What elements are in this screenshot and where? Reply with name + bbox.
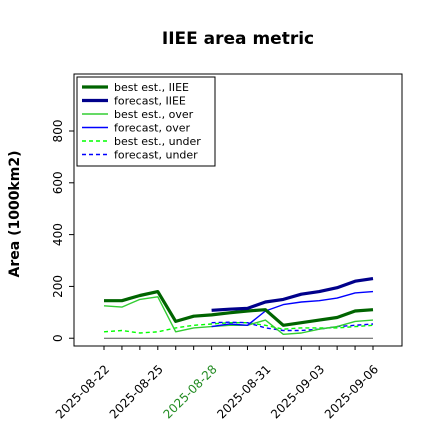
x-axis: 2025-08-222025-08-252025-08-282025-08-31…	[53, 346, 381, 421]
x-tick-label: 2025-08-31	[214, 362, 273, 421]
series-line-1	[211, 277, 374, 312]
series-line-0	[104, 290, 374, 327]
series-line-2	[103, 296, 374, 335]
x-tick-label: 2025-08-25	[107, 362, 166, 421]
legend-box	[76, 76, 216, 167]
series-line-5	[211, 321, 374, 332]
legend-label-5: forecast, under	[114, 149, 198, 162]
y-axis-label: Area (1000km2)	[7, 151, 23, 278]
x-tick-label: 2025-08-28	[161, 362, 220, 421]
legend-label-3: forecast, over	[114, 122, 190, 135]
legend-label-1: forecast, IIEE	[114, 95, 186, 108]
series-line-3	[211, 290, 374, 328]
x-tick-label: 2025-09-06	[322, 362, 381, 421]
y-tick-label: 600	[51, 171, 65, 194]
plot-frame	[73, 73, 403, 347]
y-tick-label: 400	[51, 223, 65, 246]
chart-title: IIEE area metric	[162, 29, 314, 49]
plot-area	[103, 277, 374, 339]
legend-label-0: best est., IIEE	[114, 81, 189, 94]
legend-label-4: best est., under	[114, 135, 201, 148]
x-tick-label: 2025-08-22	[53, 362, 112, 421]
y-tick-label: 800	[51, 120, 65, 143]
y-tick-label: 200	[51, 275, 65, 298]
y-axis: 0 200 400 600 800	[51, 120, 74, 342]
x-tick-label: 2025-09-03	[268, 362, 327, 421]
y-tick-label: 0	[51, 334, 65, 342]
legend-label-2: best est., over	[114, 108, 194, 121]
